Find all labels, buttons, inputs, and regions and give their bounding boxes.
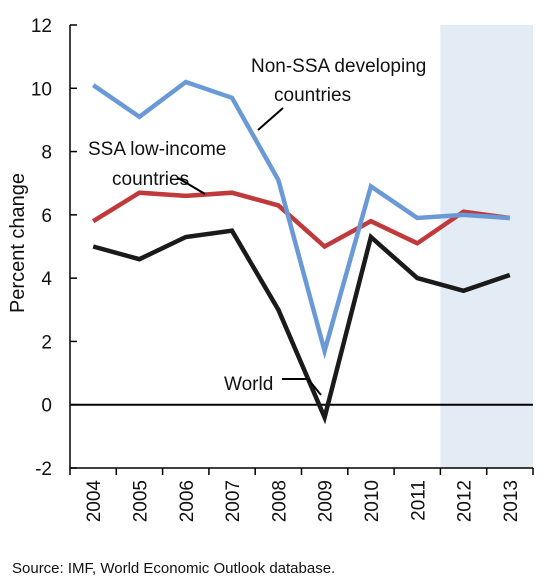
x-tick-label: 2004 [84, 480, 105, 523]
y-tick-label: 12 [31, 16, 52, 37]
x-tick-label: 2007 [223, 480, 244, 522]
source-note: Source: IMF, World Economic Outlook data… [12, 560, 336, 577]
annotation-label: World [224, 374, 273, 395]
x-tick-label: 2013 [501, 480, 522, 522]
y-tick-label: 0 [41, 396, 52, 417]
series-line [92, 190, 511, 250]
annotation-leader [282, 378, 322, 396]
series-lines [91, 79, 511, 425]
projection-shading [440, 25, 533, 468]
annotation-label: Non-SSA developing [251, 56, 426, 77]
y-tick-label: 6 [41, 206, 52, 227]
x-tick-label: 2009 [316, 480, 337, 522]
x-tick-label: 2012 [455, 480, 476, 522]
x-tick-label: 2006 [177, 480, 198, 522]
annotations: Non-SSA developing countries SSA low-incom… [88, 56, 426, 396]
series-line [91, 79, 510, 360]
x-tick-label: 2008 [269, 480, 290, 522]
x-axis: 2004 2005 2006 2007 2008 2009 2010 2011 2012 2013 [69, 467, 534, 523]
y-tick-label: 10 [31, 79, 52, 100]
y-axis: -2 0 2 4 6 8 10 12 [31, 16, 77, 480]
series-line [92, 228, 511, 425]
annotation-label: countries [112, 169, 189, 190]
x-tick-label: 2010 [362, 480, 383, 522]
line-chart: -2 0 2 4 6 8 10 12 2004 2005 2006 2007 2008 2009 2010… [7, 16, 534, 523]
annotation-leader [177, 177, 206, 195]
y-axis-label: Percent change [7, 173, 29, 313]
y-tick-label: -2 [35, 459, 52, 480]
annotation-leader [257, 107, 284, 131]
annotation-label: SSA low-income [88, 139, 226, 160]
y-tick-label: 4 [41, 269, 52, 290]
annotation-label: countries [274, 85, 351, 106]
y-tick-label: 2 [41, 332, 52, 353]
x-tick-label: 2011 [408, 480, 429, 521]
x-tick-label: 2005 [130, 480, 151, 522]
y-tick-label: 8 [41, 143, 52, 164]
